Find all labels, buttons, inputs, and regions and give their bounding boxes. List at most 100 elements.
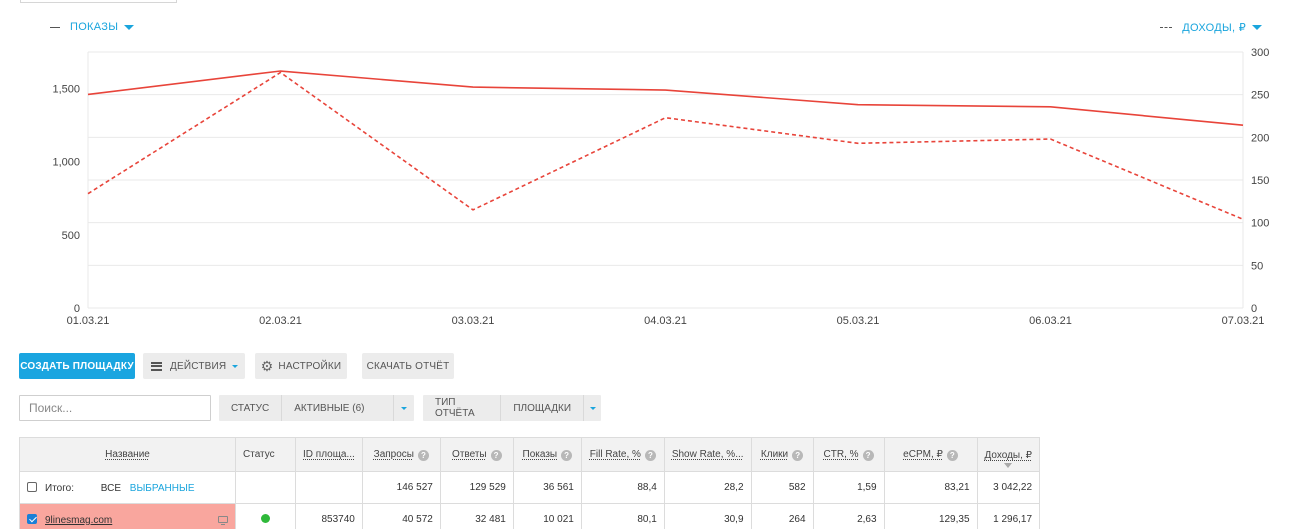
site-ctr: 2,63 bbox=[812, 503, 885, 529]
actions-button[interactable]: Действия bbox=[143, 353, 245, 379]
x-tick-label: 04.03.21 bbox=[644, 315, 687, 327]
col-impressions[interactable]: Показы? bbox=[512, 437, 582, 472]
totals-row: Итого: Все Выбранные 146 527 129 529 36 … bbox=[19, 471, 1041, 504]
y-right-tick-label: 300 bbox=[1251, 47, 1269, 59]
site-impressions: 10 021 bbox=[512, 503, 582, 529]
legend-revenue-label: Доходы, ₽ bbox=[1182, 22, 1246, 34]
filter-all-link[interactable]: Все bbox=[100, 482, 121, 494]
site-show-rate: 30,9 bbox=[663, 503, 752, 529]
col-ctr-label: CTR, % bbox=[823, 448, 859, 460]
col-show-rate[interactable]: Show Rate, %... bbox=[663, 437, 752, 472]
totals-ecpm: 83,21 bbox=[883, 471, 978, 504]
col-status: Статус bbox=[235, 437, 296, 472]
chevron-down-icon bbox=[232, 364, 238, 368]
legend-revenue[interactable]: Доходы, ₽ bbox=[1160, 21, 1262, 34]
status-active-icon bbox=[261, 513, 270, 523]
sites-table: Название Статус ID площа... Запросы? Отв… bbox=[19, 437, 1041, 529]
table-header-row: Название Статус ID площа... Запросы? Отв… bbox=[19, 437, 1041, 472]
col-name-label: Название bbox=[105, 449, 150, 460]
site-clicks: 264 bbox=[750, 503, 814, 529]
gear-icon: ⚙ bbox=[260, 357, 274, 374]
help-icon[interactable]: ? bbox=[417, 449, 429, 461]
legend-impressions-label: Показы bbox=[70, 21, 119, 33]
monitor-icon bbox=[218, 515, 228, 525]
help-icon[interactable]: ? bbox=[561, 449, 573, 461]
col-requests[interactable]: Запросы? bbox=[361, 437, 441, 472]
x-tick-label: 01.03.21 bbox=[67, 315, 110, 327]
chevron-down-icon bbox=[124, 24, 135, 30]
row-checkbox[interactable] bbox=[27, 513, 37, 524]
col-ecpm[interactable]: eCPM, ₽? bbox=[883, 437, 978, 472]
actions-label: Действия bbox=[170, 360, 227, 372]
help-icon[interactable]: ? bbox=[490, 449, 502, 461]
site-id: 853740 bbox=[295, 503, 363, 529]
select-all-checkbox[interactable] bbox=[27, 481, 37, 492]
status-filter-toggle[interactable] bbox=[394, 406, 414, 410]
help-icon[interactable]: ? bbox=[644, 449, 656, 461]
totals-responses: 129 529 bbox=[439, 471, 514, 504]
y-right-tick-label: 100 bbox=[1251, 218, 1269, 230]
totals-revenue: 3 042,22 bbox=[976, 471, 1041, 504]
col-clicks[interactable]: Клики? bbox=[750, 437, 814, 472]
sort-desc-icon bbox=[1004, 462, 1013, 468]
search-input[interactable] bbox=[19, 395, 211, 421]
col-ctr[interactable]: CTR, %? bbox=[812, 437, 885, 472]
totals-impressions: 36 561 bbox=[512, 471, 582, 504]
status-filter-value: Активные (6) bbox=[282, 395, 394, 421]
status-filter[interactable]: Статус Активные (6) bbox=[219, 395, 414, 421]
download-report-label: Скачать отчёт bbox=[366, 360, 450, 372]
actions-dropdown-toggle[interactable] bbox=[225, 353, 245, 379]
x-tick-label: 03.03.21 bbox=[452, 315, 495, 327]
y-left-tick-label: 1,500 bbox=[52, 84, 80, 96]
col-clicks-label: Клики bbox=[760, 448, 789, 460]
x-tick-label: 06.03.21 bbox=[1029, 315, 1072, 327]
col-fill-rate[interactable]: Fill Rate, %? bbox=[580, 437, 665, 472]
site-revenue: 1 296,17 bbox=[976, 503, 1041, 529]
totals-requests: 146 527 bbox=[361, 471, 441, 504]
site-fill-rate: 80,1 bbox=[580, 503, 665, 529]
x-tick-label: 05.03.21 bbox=[837, 315, 880, 327]
create-site-label: Создать площадку bbox=[20, 360, 134, 372]
y-left-tick-label: 0 bbox=[74, 303, 80, 315]
col-ecpm-label: eCPM, ₽ bbox=[903, 448, 943, 460]
download-report-button[interactable]: Скачать отчёт bbox=[362, 353, 454, 379]
settings-button[interactable]: ⚙ Настройки bbox=[255, 353, 347, 379]
col-revenue[interactable]: Доходы, ₽ bbox=[976, 437, 1041, 472]
legend-impressions[interactable]: Показы bbox=[50, 21, 135, 33]
col-id[interactable]: ID площа... bbox=[295, 437, 363, 472]
table-row[interactable]: 9linesmag.com 853740 40 572 32 481 10 02… bbox=[19, 503, 1041, 529]
x-tick-label: 02.03.21 bbox=[259, 315, 302, 327]
col-show-rate-label: Show Rate, %... bbox=[671, 449, 744, 460]
x-tick-label: 07.03.21 bbox=[1222, 315, 1265, 327]
totals-fill-rate: 88,4 bbox=[580, 471, 665, 504]
totals-show-rate: 28,2 bbox=[663, 471, 752, 504]
help-icon[interactable]: ? bbox=[946, 449, 958, 461]
y-right-tick-label: 250 bbox=[1251, 90, 1269, 102]
create-site-button[interactable]: Создать площадку bbox=[19, 353, 135, 379]
y-left-tick-label: 1,000 bbox=[52, 157, 80, 169]
totals-name-cell: Итого: Все Выбранные bbox=[19, 471, 236, 504]
totals-clicks: 582 bbox=[750, 471, 814, 504]
revenue-series-line bbox=[87, 71, 1244, 220]
y-right-tick-label: 150 bbox=[1251, 175, 1269, 187]
col-fill-rate-label: Fill Rate, % bbox=[589, 448, 641, 460]
menu-icon bbox=[151, 361, 162, 371]
chevron-down-icon bbox=[1252, 25, 1262, 30]
filter-selected-link[interactable]: Выбранные bbox=[129, 482, 195, 494]
report-type-toggle[interactable] bbox=[584, 406, 601, 410]
col-responses[interactable]: Ответы? bbox=[439, 437, 514, 472]
chevron-down-icon bbox=[589, 406, 596, 410]
site-name-link[interactable]: 9linesmag.com bbox=[45, 514, 113, 526]
col-responses-label: Ответы bbox=[452, 448, 487, 460]
report-type-label: Тип отчёта bbox=[423, 395, 502, 421]
col-id-label: ID площа... bbox=[303, 449, 355, 460]
col-name[interactable]: Название bbox=[19, 437, 236, 472]
col-status-label: Статус bbox=[243, 449, 275, 460]
help-icon[interactable]: ? bbox=[862, 449, 874, 461]
help-icon[interactable]: ? bbox=[792, 449, 804, 461]
report-type-filter[interactable]: Тип отчёта Площадки bbox=[423, 395, 601, 421]
top-tab-edge bbox=[20, 0, 177, 3]
settings-label: Настройки bbox=[278, 360, 342, 372]
totals-label: Итого: bbox=[45, 482, 74, 494]
site-responses: 32 481 bbox=[439, 503, 514, 529]
